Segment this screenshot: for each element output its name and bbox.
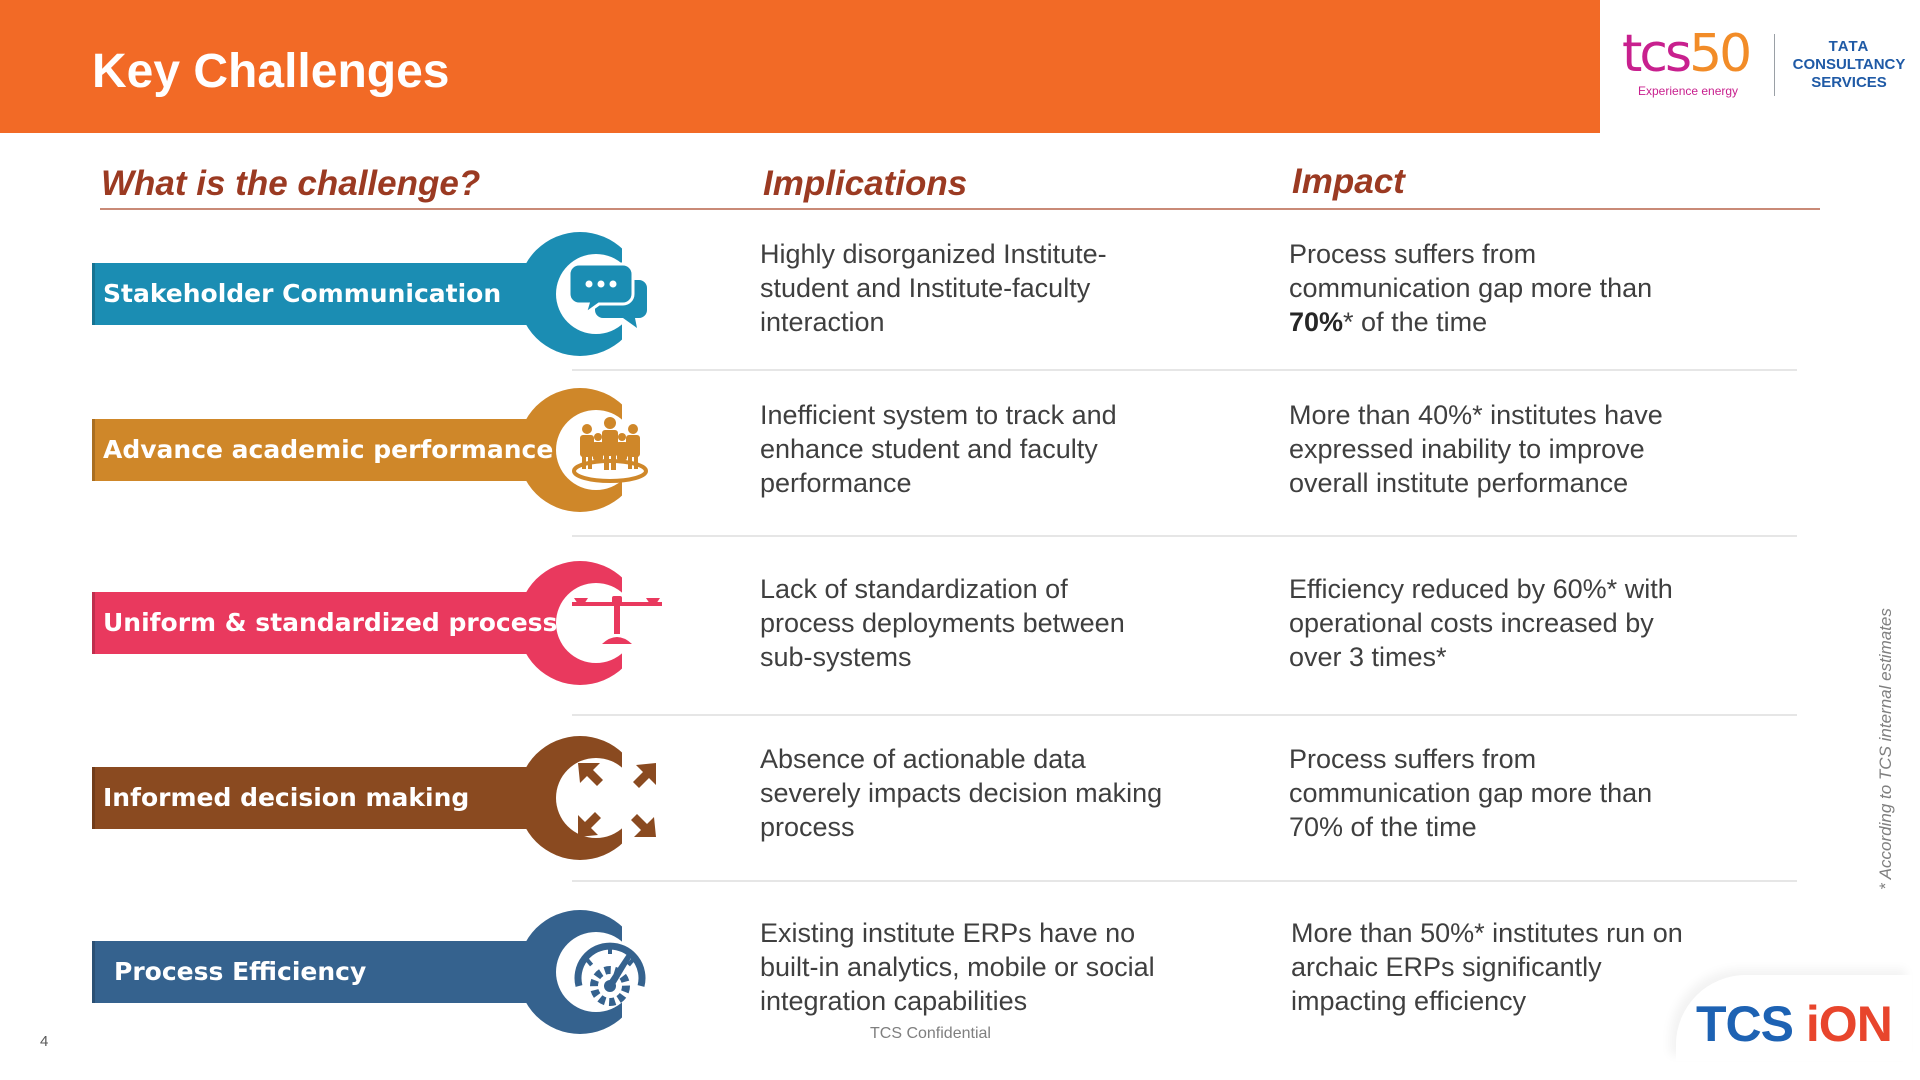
tcs-logo-area: tcs50 Experience energy TATA CONSULTANCY… [1600,0,1920,133]
challenge-informed-decision-making: Informed decision making [92,732,782,864]
tcs50-logo: tcs50 [1622,24,1752,84]
page-number: 4 [40,1033,49,1050]
implication-cell: Highly disorganized Institute- student a… [760,239,1107,337]
header-bar [0,0,1600,133]
row-divider [572,714,1797,716]
challenge-advance-academic-performance: Advance academic performance [92,384,782,516]
row-divider [572,535,1797,537]
tcs-ion-logo: TCS iON [1676,975,1912,1061]
footnote: * According to TCS internal estimates [1876,608,1895,890]
challenge-label: Advance academic performance [103,435,554,464]
implication-cell: Inefficient system to track and enhance … [760,400,1117,498]
page-title: Key Challenges [92,45,450,98]
row-divider [572,880,1797,882]
column-heading-challenge: What is the challenge? [101,164,481,203]
challenge-label: Informed decision making [103,783,470,812]
tcs50-tagline: Experience energy [1638,84,1739,98]
diverging-arrows-icon [578,763,656,837]
balance-scale-icon [572,596,662,644]
challenge-process-efficiency: Process Efficiency [92,906,782,1038]
gauge-gear-icon [574,942,646,1006]
impact-cell: Efficiency reduced by 60%* with operatio… [1289,574,1673,672]
confidential-label: TCS Confidential [870,1025,991,1042]
challenge-label: Uniform & standardized processes [103,608,590,637]
impact-cell: More than 40%* institutes have expressed… [1289,400,1663,498]
chat-bubbles-icon [567,262,647,328]
implication-cell: Existing institute ERPs have no built-in… [760,918,1155,1016]
challenge-label: Stakeholder Communication [103,279,502,308]
tata-consultancy-logo: TATA CONSULTANCY SERVICES [1792,38,1906,91]
row-divider [572,369,1797,371]
impact-cell: Process suffers from communication gap m… [1289,744,1653,842]
challenge-stakeholder-communication: Stakeholder Communication [92,228,782,360]
implication-cell: Lack of standardization of process deplo… [760,574,1125,672]
logo-divider [1774,34,1775,96]
heading-rule [100,208,1820,210]
impact-cell: More than 50%* institutes run on archaic… [1291,918,1683,1016]
challenge-label: Process Efficiency [114,957,367,986]
impact-cell: Process suffers from communication gap m… [1289,239,1653,337]
column-heading-implications: Implications [763,164,968,203]
team-group-icon [572,417,648,483]
column-heading-impact: Impact [1292,162,1405,201]
implication-cell: Absence of actionable data severely impa… [760,744,1163,842]
challenge-uniform-standardized-processes: Uniform & standardized processes [92,557,782,689]
